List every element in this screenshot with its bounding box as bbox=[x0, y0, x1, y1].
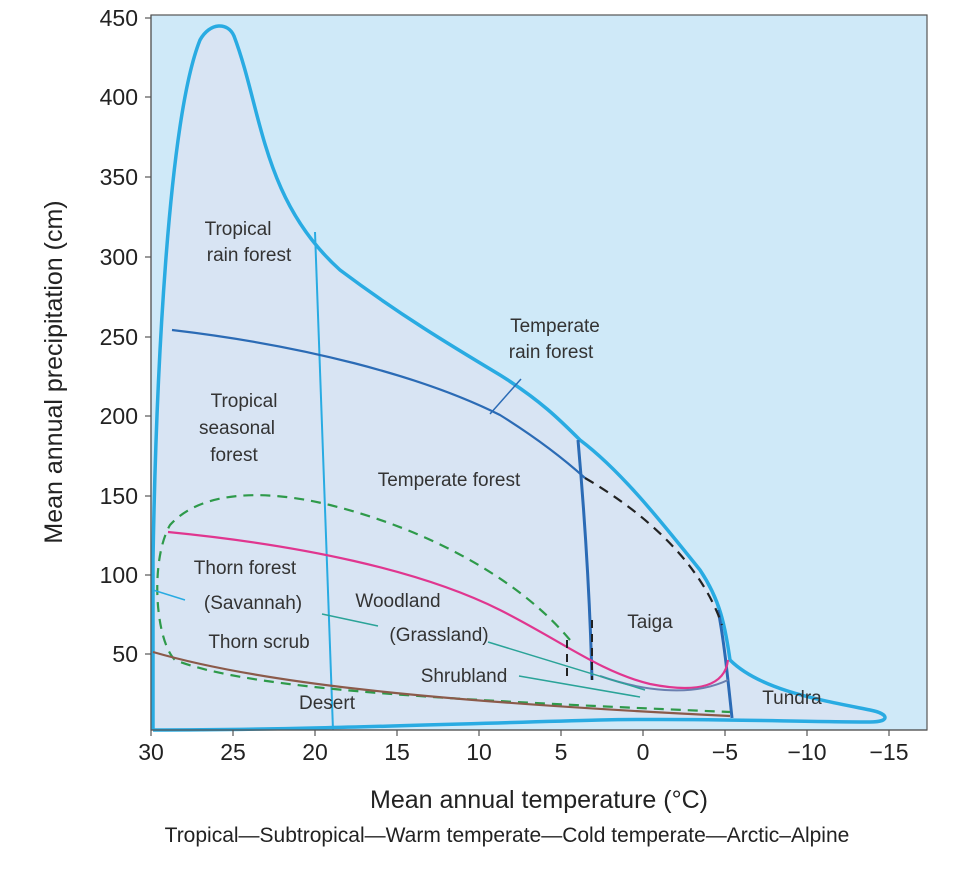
climate-zones-caption: Tropical—Subtropical—Warm temperate—Cold… bbox=[165, 824, 850, 847]
x-tick-label: 15 bbox=[384, 739, 410, 765]
label-tropical-seasonal-1: Tropical bbox=[211, 391, 278, 412]
label-tropical-seasonal-3: forest bbox=[210, 445, 258, 466]
label-tropical-seasonal-2: seasonal bbox=[199, 418, 275, 439]
label-desert: Desert bbox=[299, 693, 356, 714]
x-tick-label: 5 bbox=[555, 739, 568, 765]
tropical-seasonal-upper-boundary bbox=[171, 328, 586, 479]
x-tick-label: 25 bbox=[220, 739, 246, 765]
y-axis bbox=[145, 15, 152, 730]
temperate-rain-forest-leader bbox=[489, 378, 522, 415]
desert-lower-line bbox=[152, 650, 731, 718]
x-tick-label: 20 bbox=[302, 739, 328, 765]
grassland-leader bbox=[321, 613, 379, 627]
label-tropical-rain-forest-1: Tropical bbox=[205, 219, 272, 240]
tundra-boundary bbox=[716, 609, 734, 719]
y-tick-label: 200 bbox=[100, 403, 138, 429]
y-tick-label: 100 bbox=[100, 562, 138, 588]
y-tick-label: 300 bbox=[100, 244, 138, 270]
x-tick-label: 30 bbox=[138, 739, 164, 765]
desert-boundary-line bbox=[314, 231, 334, 731]
x-tick-label: −15 bbox=[869, 739, 908, 765]
label-savannah: (Savannah) bbox=[204, 593, 302, 614]
label-grassland: (Grassland) bbox=[389, 625, 488, 646]
y-tick-label: 400 bbox=[100, 84, 138, 110]
savannah-leader bbox=[152, 589, 186, 601]
label-taiga: Taiga bbox=[627, 612, 673, 633]
x-tick-label: −5 bbox=[712, 739, 738, 765]
label-tundra: Tundra bbox=[762, 688, 822, 709]
label-temperate-forest: Temperate forest bbox=[378, 470, 521, 491]
x-tick-label: −10 bbox=[787, 739, 826, 765]
label-woodland: Woodland bbox=[355, 591, 440, 612]
dashed-black-boundary bbox=[584, 477, 724, 626]
woodland-line bbox=[167, 530, 730, 690]
label-shrubland: Shrubland bbox=[421, 666, 508, 687]
shrubland-leader bbox=[487, 641, 646, 691]
x-axis bbox=[150, 729, 927, 736]
y-tick-label: 50 bbox=[112, 641, 138, 667]
x-tick-label: 10 bbox=[466, 739, 492, 765]
shrubland-leader-2 bbox=[518, 675, 641, 698]
label-thorn-forest: Thorn forest bbox=[194, 558, 297, 579]
y-tick-label: 350 bbox=[100, 164, 138, 190]
y-tick-label: 250 bbox=[100, 324, 138, 350]
dashed-green-boundary bbox=[156, 494, 731, 714]
x-tick-label: 0 bbox=[637, 739, 650, 765]
y-tick-label: 150 bbox=[100, 483, 138, 509]
label-tropical-rain-forest-2: rain forest bbox=[207, 245, 292, 266]
label-temperate-rain-forest-1: Temperate bbox=[510, 316, 600, 337]
y-tick-label: 450 bbox=[100, 5, 138, 31]
y-axis-title: Mean annual precipitation (cm) bbox=[40, 200, 68, 543]
label-thorn-scrub: Thorn scrub bbox=[208, 632, 309, 653]
biome-envelope-fill bbox=[153, 25, 885, 730]
x-axis-title: Mean annual temperature (°C) bbox=[370, 786, 708, 814]
label-temperate-rain-forest-2: rain forest bbox=[509, 342, 594, 363]
biome-envelope-outline bbox=[151, 24, 887, 732]
